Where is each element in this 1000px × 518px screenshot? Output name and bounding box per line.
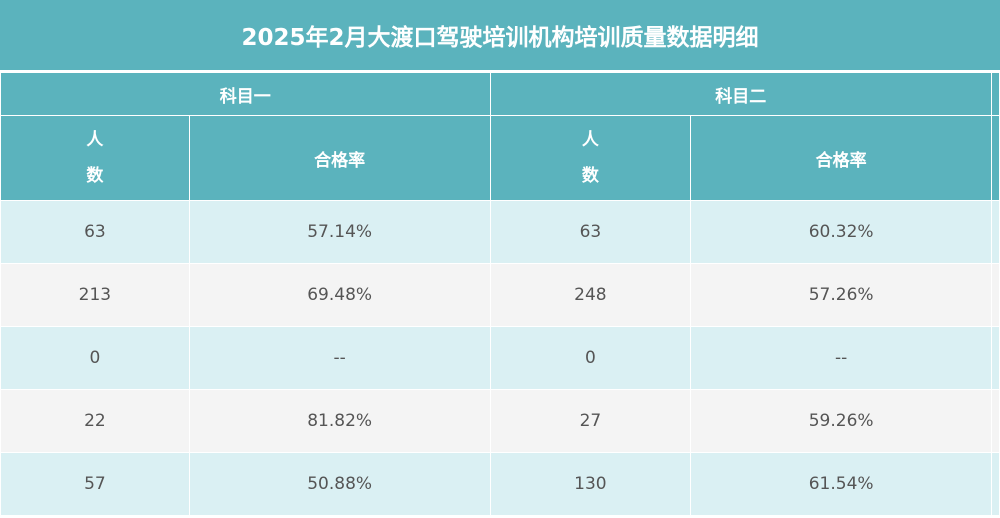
k2-people-cell: 0	[489, 326, 692, 390]
overflow-stub-cell	[990, 200, 1000, 264]
people-header-char-1: 人	[581, 130, 599, 150]
k1-people-header: 人 数	[0, 115, 190, 201]
k1-rate-cell: 81.82%	[188, 389, 491, 453]
pass-rate-table: 科目一 科目二 人 数 合格率 人 数 合格率 63 5	[0, 72, 1000, 516]
k1-rate-cell: --	[188, 326, 491, 390]
k2-rate-cell: --	[690, 326, 992, 390]
k1-rate-cell: 50.88%	[188, 452, 491, 516]
k2-rate-cell: 60.32%	[690, 200, 992, 264]
table-row: 0 -- 0 --	[0, 326, 1000, 390]
header-overflow-stub	[990, 115, 1000, 201]
k2-people-header: 人 数	[489, 115, 692, 201]
people-header-char-2: 数	[581, 166, 599, 186]
k2-rate-cell: 61.54%	[690, 452, 992, 516]
k2-people-cell: 130	[489, 452, 692, 516]
people-header-char-2: 数	[86, 166, 104, 186]
table-row: 213 69.48% 248 57.26%	[0, 263, 1000, 327]
table-row: 57 50.88% 130 61.54%	[0, 452, 1000, 516]
k2-rate-cell: 59.26%	[690, 389, 992, 453]
people-header-char-1: 人	[86, 130, 104, 150]
overflow-stub-cell	[990, 452, 1000, 516]
k1-rate-cell: 69.48%	[188, 263, 491, 327]
k1-people-cell: 213	[0, 263, 190, 327]
k2-pass-rate-header: 合格率	[690, 115, 992, 201]
k1-people-cell: 0	[0, 326, 190, 390]
k2-people-cell: 63	[489, 200, 692, 264]
group-header-row: 科目一 科目二	[0, 72, 1000, 116]
k2-people-cell: 27	[489, 389, 692, 453]
report-title-bar: 2025年2月大渡口驾驶培训机构培训质量数据明细	[0, 0, 1000, 70]
title-divider	[0, 70, 1000, 72]
group-header-k2: 科目二	[489, 72, 992, 116]
overflow-stub-cell	[990, 389, 1000, 453]
k1-people-cell: 22	[0, 389, 190, 453]
column-header-row: 人 数 合格率 人 数 合格率	[0, 115, 1000, 201]
header-overflow-stub	[990, 72, 1000, 116]
k2-people-cell: 248	[489, 263, 692, 327]
table-row: 22 81.82% 27 59.26%	[0, 389, 1000, 453]
k1-people-cell: 63	[0, 200, 190, 264]
k1-rate-cell: 57.14%	[188, 200, 491, 264]
overflow-stub-cell	[990, 263, 1000, 327]
k1-people-cell: 57	[0, 452, 190, 516]
k1-pass-rate-header: 合格率	[188, 115, 491, 201]
overflow-stub-cell	[990, 326, 1000, 390]
group-header-k1: 科目一	[0, 72, 491, 116]
report-title: 2025年2月大渡口驾驶培训机构培训质量数据明细	[241, 25, 759, 51]
k2-rate-cell: 57.26%	[690, 263, 992, 327]
table-row: 63 57.14% 63 60.32%	[0, 200, 1000, 264]
